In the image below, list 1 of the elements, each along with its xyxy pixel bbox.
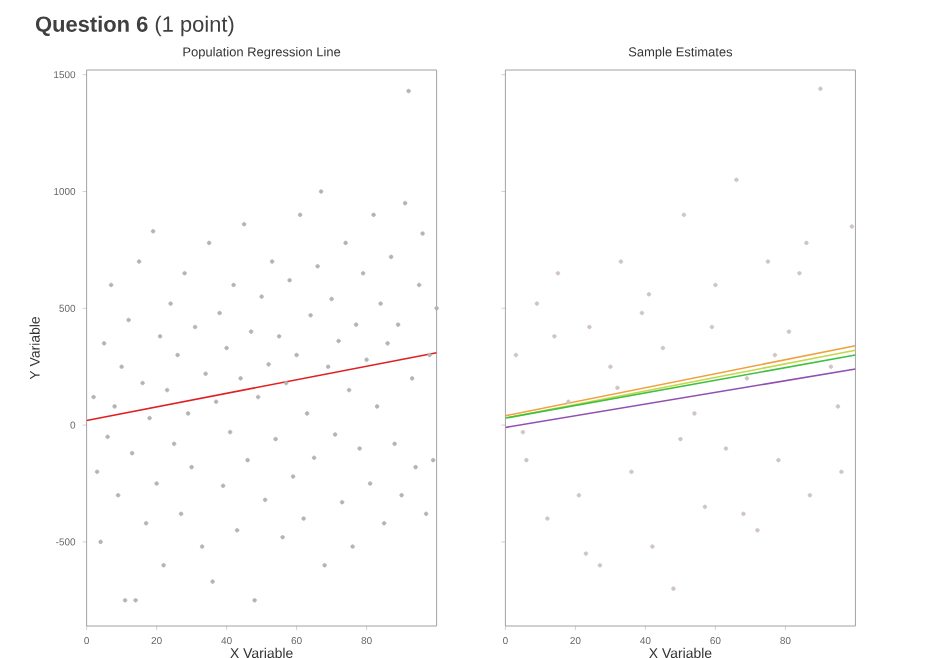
text: Question 6 (1 point)	[35, 15, 234, 37]
